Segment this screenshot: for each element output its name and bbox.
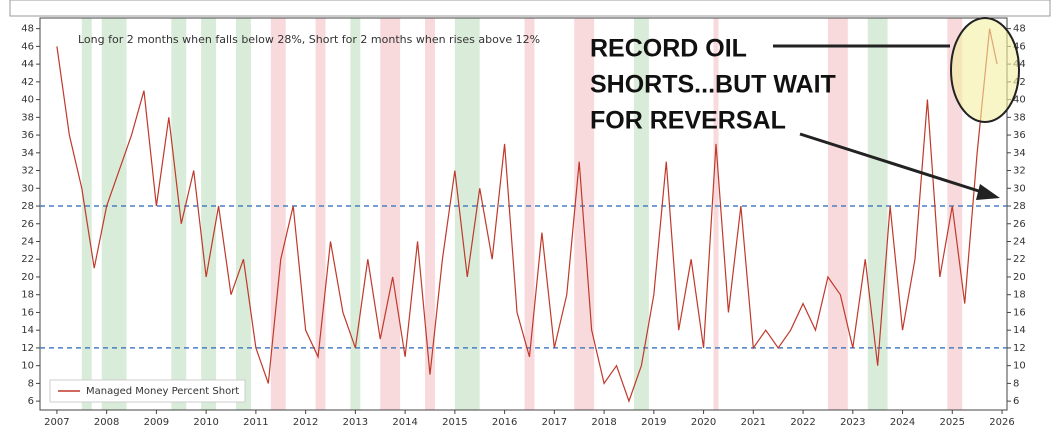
x-tick-label: 2018 (591, 417, 616, 428)
callout-line: SHORTS...BUT WAIT (590, 71, 836, 99)
y-tick-label: 46 (21, 41, 34, 52)
signal-span (574, 18, 595, 410)
y2-tick-label: 32 (1013, 166, 1026, 177)
y-tick-label: 34 (21, 148, 34, 159)
signal-span (713, 18, 719, 410)
y-tick-label: 20 (21, 272, 34, 283)
y2-tick-label: 8 (1013, 378, 1019, 389)
signal-span (81, 18, 92, 410)
x-tick-label: 2022 (790, 417, 815, 428)
data-line (56, 28, 998, 403)
signal-span (270, 18, 286, 410)
y2-tick-label: 24 (1013, 236, 1026, 247)
signal-span (350, 18, 361, 410)
y2-tick-label: 20 (1013, 272, 1026, 283)
y-tick-label: 32 (21, 166, 34, 177)
y2-tick-label: 36 (1013, 130, 1026, 141)
signal-span (827, 18, 848, 410)
y-tick-label: 42 (21, 77, 34, 88)
signal-span (171, 18, 187, 410)
x-tick-label: 2008 (94, 417, 119, 428)
y2-tick-label: 22 (1013, 254, 1026, 265)
signal-span (633, 18, 649, 410)
y-tick-label: 38 (21, 112, 34, 123)
y2-tick-label: 18 (1013, 290, 1026, 301)
signal-span (380, 18, 401, 410)
y-tick-label: 18 (21, 290, 34, 301)
x-tick-label: 2021 (741, 417, 766, 428)
y-tick-label: 44 (21, 59, 34, 70)
y2-tick-label: 10 (1013, 361, 1026, 372)
signal-span (201, 18, 217, 410)
arrow-head (976, 184, 1000, 200)
y-tick-label: 30 (21, 183, 34, 194)
y-tick-label: 16 (21, 307, 34, 318)
legend-label: Managed Money Percent Short (86, 386, 239, 397)
y-tick-label: 40 (21, 95, 34, 106)
highlight-circle (950, 17, 1020, 123)
y2-tick-label: 26 (1013, 219, 1026, 230)
y2-tick-label: 40 (1013, 95, 1026, 106)
x-tick-label: 2007 (44, 417, 69, 428)
y2-tick-label: 28 (1013, 201, 1026, 212)
y-tick-label: 24 (21, 236, 34, 247)
plot-frame (39, 17, 1008, 411)
y2-tick-label: 34 (1013, 148, 1026, 159)
y-tick-label: 12 (21, 343, 34, 354)
legend-box (49, 379, 246, 403)
x-tick-label: 2026 (989, 417, 1014, 428)
y2-tick-label: 12 (1013, 343, 1026, 354)
y2-tick-label: 6 (1013, 396, 1019, 407)
legend: Managed Money Percent Short (49, 379, 246, 403)
x-tick-label: 2011 (243, 417, 268, 428)
x-tick-label: 2012 (293, 417, 318, 428)
x-tick-label: 2017 (542, 417, 567, 428)
y2-tick-label: 30 (1013, 183, 1026, 194)
x-tick-label: 2023 (840, 417, 865, 428)
callout-line: FOR REVERSAL (590, 107, 786, 135)
x-tick-label: 2009 (144, 417, 169, 428)
y2-tick-label: 48 (1013, 24, 1026, 35)
y-tick-label: 28 (21, 201, 34, 212)
x-tick-label: 2014 (392, 417, 417, 428)
x-tick-label: 2019 (641, 417, 666, 428)
y-tick-label: 36 (21, 130, 34, 141)
signal-span (524, 18, 535, 410)
y2-tick-label: 16 (1013, 307, 1026, 318)
x-tick-label: 2013 (343, 417, 368, 428)
x-tick-label: 2024 (890, 417, 915, 428)
x-tick-label: 2016 (492, 417, 517, 428)
annotation: Long for 2 months when falls below 28%, … (78, 33, 540, 46)
x-tick-label: 2015 (442, 417, 467, 428)
callout-arrow (799, 132, 986, 195)
x-tick-label: 2025 (940, 417, 965, 428)
y-tick-label: 48 (21, 24, 34, 35)
y2-tick-label: 14 (1013, 325, 1026, 336)
y-tick-label: 22 (21, 254, 34, 265)
signal-span (315, 18, 326, 410)
signal-span (101, 18, 127, 410)
y2-tick-label: 38 (1013, 112, 1026, 123)
y-tick-label: 26 (21, 219, 34, 230)
signal-span (425, 18, 435, 410)
top-box (9, 0, 1051, 17)
y-tick-label: 10 (21, 361, 34, 372)
x-tick-label: 2020 (691, 417, 716, 428)
y-tick-label: 6 (28, 396, 34, 407)
callout-line: RECORD OIL (590, 35, 747, 63)
signal-span (867, 18, 888, 410)
y2-tick-label: 42 (1013, 77, 1026, 88)
x-tick-label: 2010 (193, 417, 218, 428)
signal-span (947, 18, 963, 410)
y-tick-label: 14 (21, 325, 34, 336)
signal-span (235, 18, 251, 410)
y2-tick-label: 46 (1013, 41, 1026, 52)
y-tick-label: 8 (28, 378, 34, 389)
